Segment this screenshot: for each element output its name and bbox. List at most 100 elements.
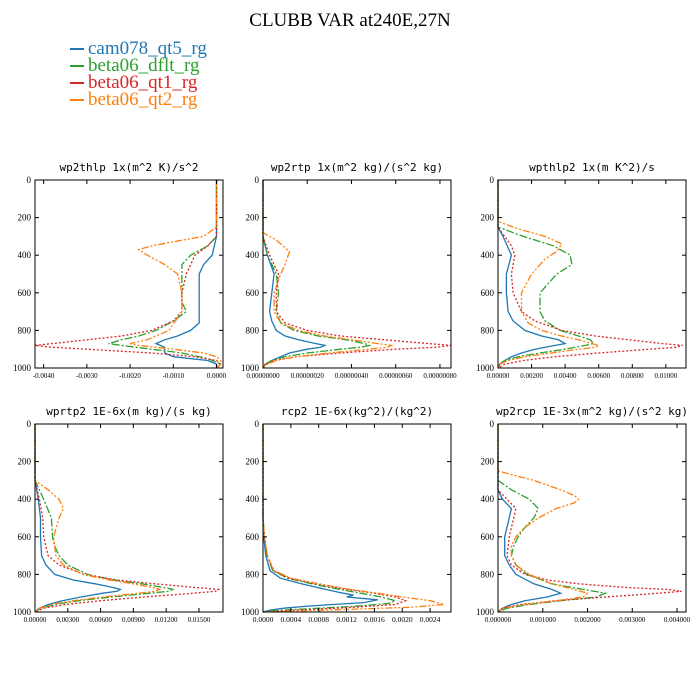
chart-panel-6: wp2rcp 1E-3x(m^2 kg)/(s^2 kg)0 200 400 600 8… (476, 405, 691, 624)
x-tick-label: 0.00900 (122, 616, 145, 624)
chart-panel-4: wprtp2 1E-6x(m kg)/(s kg) 0 200 400 600 800 10… (13, 405, 224, 624)
series-line-beta06_qt1_rg (34, 424, 221, 613)
y-tick-label: 200 (18, 457, 32, 467)
chart-title: wprtp2 1E-6x(m kg)/(s kg) (46, 405, 212, 418)
chart-panel-5: rcp2 1E-6x(kg^2)/(kg^2) 0 200 400 600 800 1000… (241, 405, 452, 624)
y-tick-label: 400 (481, 494, 495, 504)
legend-swatch-beta06-dflt (70, 65, 84, 67)
page-title: CLUBB VAR at240E,27N (249, 10, 451, 31)
series-line-beta06_qt2_rg (497, 180, 601, 369)
chart-panel-2: wp2rtp 1x(m^2 kg)/(s^2 kg) 0 200 400 600 800 1… (241, 161, 457, 380)
y-tick-label: 1000 (241, 607, 260, 617)
x-tick-label: 0.0020 (392, 615, 413, 624)
y-tick-label: 400 (18, 494, 32, 504)
x-tick-label: -0.0040 (33, 372, 55, 380)
chart-panel-1: wp2thlp 1x(m^2 K)/s^202004006008001000-0… (13, 161, 227, 380)
x-tick-label: 0.001000 (530, 616, 557, 624)
x-tick-label: 0.00200 (520, 372, 543, 380)
y-tick-label: 0 (27, 175, 32, 185)
legend-swatch-beta06-qt1 (70, 82, 84, 84)
y-tick-label: 400 (18, 250, 32, 260)
y-tick-label: 200 (481, 213, 495, 223)
x-tick-label: 0.0000 (253, 615, 274, 624)
x-tick-label: -0.0020 (119, 372, 141, 380)
plot-frame (34, 179, 224, 369)
legend-label-cam078: cam078_qt5_rg (88, 38, 207, 59)
legend-label-beta06-dflt: beta06_dflt_rg (88, 55, 200, 76)
series-line-beta06_qt2_rg (262, 424, 445, 613)
plot-frame (262, 179, 452, 369)
series-line-beta06_qt1_rg (497, 180, 683, 369)
series-line-cam078_qt5_rg (262, 180, 328, 369)
x-tick-label: 0.00000 (487, 372, 510, 380)
y-tick-label: 600 (246, 288, 260, 298)
x-tick-label: 0.0004 (281, 615, 302, 624)
plot-frame (34, 423, 224, 613)
y-tick-label: 0 (490, 419, 495, 429)
series-line-cam078_qt5_rg (497, 180, 567, 369)
series-line-cam078_qt5_rg (497, 424, 563, 613)
y-tick-label: 0 (490, 175, 495, 185)
legend-label-beta06-qt2: beta06_qt2_rg (88, 89, 198, 110)
x-tick-label: 0.01200 (155, 616, 178, 624)
y-tick-label: 0 (255, 175, 260, 185)
x-tick-label: 0.0016 (364, 615, 385, 624)
y-tick-label: 600 (18, 288, 32, 298)
chart-title: wp2rtp 1x(m^2 kg)/(s^2 kg) (271, 161, 443, 174)
x-tick-label: 0.004000 (664, 616, 691, 624)
series-line-beta06_qt2_rg (262, 180, 394, 369)
legend-swatch-cam078 (70, 48, 84, 50)
x-tick-label: 0.002000 (574, 616, 601, 624)
series-line-beta06_qt2_rg (497, 424, 589, 613)
x-tick-label: 0.00000 (24, 616, 47, 624)
y-tick-label: 1000 (13, 607, 32, 617)
y-tick-label: 400 (246, 494, 260, 504)
x-tick-label: 0.000000 (485, 616, 512, 624)
chart-title: rcp2 1E-6x(kg^2)/(kg^2) (281, 405, 433, 418)
series-line-cam078_qt5_rg (34, 424, 122, 613)
y-tick-label: 0 (255, 419, 260, 429)
y-tick-label: 600 (481, 288, 495, 298)
series-line-beta06_qt2_rg (129, 180, 222, 369)
chart-title: wp2rcp 1E-3x(m^2 kg)/(s^2 kg) (496, 405, 688, 418)
x-tick-label: 0.00300 (56, 616, 79, 624)
x-tick-label: 0.0024 (420, 615, 441, 624)
legend-label-beta06-qt1: beta06_qt1_rg (88, 72, 198, 93)
chart-panel-3: wpthlp2 1x(m K^2)/s020040060080010000.00… (476, 161, 687, 380)
x-tick-label: -0.0010 (163, 372, 185, 380)
x-tick-label: 0.0008 (308, 615, 329, 624)
y-tick-label: 1000 (241, 363, 260, 373)
x-tick-label: 0.01000 (654, 372, 677, 380)
x-tick-label: -0.0030 (76, 372, 98, 380)
series-line-beta06_qt1_rg (262, 180, 452, 369)
chart-title: wpthlp2 1x(m K^2)/s (529, 161, 655, 174)
series-line-beta06_qt1_rg (34, 180, 222, 369)
series-line-beta06_qt1_rg (497, 424, 682, 613)
y-tick-label: 1000 (476, 607, 495, 617)
y-tick-label: 200 (481, 457, 495, 467)
x-tick-label: 0.00000040 (335, 372, 369, 380)
y-tick-label: 600 (18, 532, 32, 542)
series-line-beta06_dflt_rg (34, 424, 175, 613)
series-line-beta06_dflt_rg (497, 424, 608, 613)
legend-swatch-beta06-qt2 (70, 99, 84, 101)
series-line-beta06_dflt_rg (108, 180, 222, 369)
y-tick-label: 600 (481, 532, 495, 542)
series-line-cam078_qt5_rg (262, 424, 379, 613)
y-tick-label: 800 (481, 325, 495, 335)
y-tick-label: 800 (246, 325, 260, 335)
y-tick-label: 0 (27, 419, 32, 429)
plot-frame (497, 423, 687, 613)
y-tick-label: 200 (246, 213, 260, 223)
x-tick-label: 0.00000080 (423, 372, 457, 380)
y-tick-label: 800 (481, 569, 495, 579)
y-tick-label: 800 (18, 569, 32, 579)
series-line-beta06_dflt_rg (262, 424, 398, 613)
x-tick-label: 0.00400 (554, 372, 577, 380)
x-tick-label: 0.0012 (336, 615, 357, 624)
plot-frame (262, 423, 452, 613)
series-line-beta06_qt1_rg (262, 424, 408, 613)
x-tick-label: 0.00800 (621, 372, 644, 380)
plot-frame (497, 179, 687, 369)
